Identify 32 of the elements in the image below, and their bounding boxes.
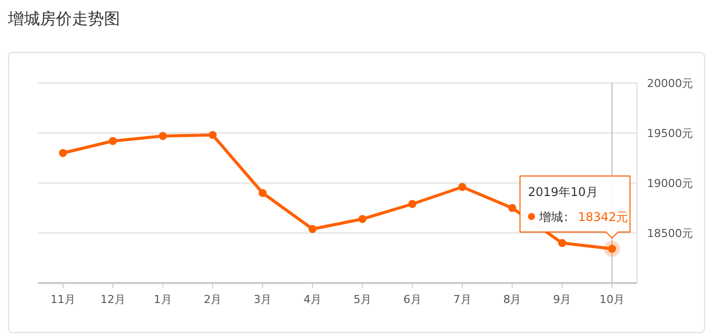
x-tick-label: 7月 — [453, 293, 472, 306]
y-tick-label: 19500元 — [647, 127, 693, 140]
annotation: : — [564, 210, 568, 224]
x-tick-label: 11月 — [50, 293, 76, 306]
y-tick-label: 20000元 — [647, 77, 693, 90]
x-tick-label: 8月 — [503, 293, 522, 306]
x-tick-label: 9月 — [553, 293, 572, 306]
legend-label: 增城 — [538, 210, 563, 224]
point — [558, 239, 566, 247]
point — [508, 204, 516, 212]
chart-title: 增城房价走势图 — [7, 9, 120, 28]
x-tick-label: 6月 — [403, 293, 422, 306]
annotation: 2019年10月 — [528, 185, 598, 199]
point — [408, 200, 416, 208]
point — [258, 189, 267, 197]
x-tick-label: 10月 — [600, 293, 625, 306]
x-tick-label: 2月 — [204, 293, 222, 306]
y-tick-label: 19000元 — [647, 177, 693, 190]
point — [208, 131, 217, 139]
point — [58, 149, 67, 157]
x-tick-label: 5月 — [353, 293, 372, 306]
point — [458, 183, 466, 191]
x-tick-label: 3月 — [254, 293, 272, 306]
point — [358, 215, 366, 223]
point — [108, 137, 117, 145]
y-tick-label: 18500元 — [647, 227, 693, 240]
x-tick-label: 12月 — [100, 293, 126, 306]
x-tick-label: 4月 — [304, 293, 322, 306]
annotation: 18342元 — [578, 210, 628, 224]
x-tick-label: 1月 — [154, 293, 172, 306]
point — [308, 225, 317, 233]
point — [158, 132, 167, 140]
